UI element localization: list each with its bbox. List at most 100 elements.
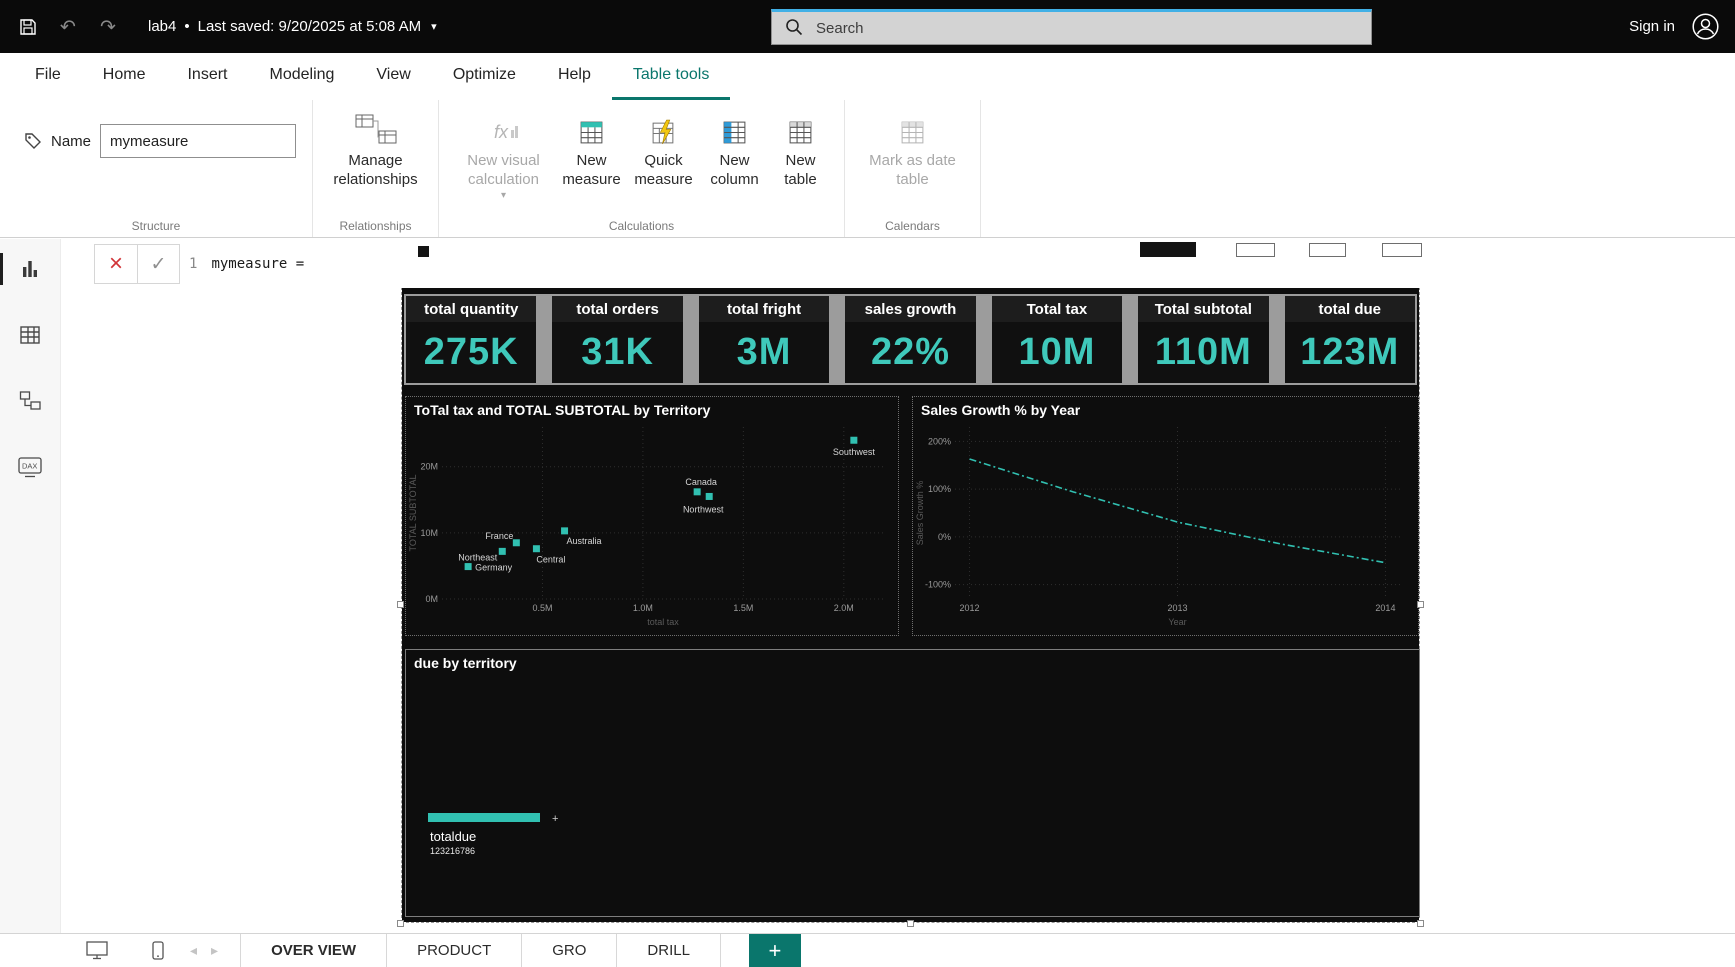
page-tab-drill[interactable]: DRILL xyxy=(616,934,721,967)
kpi-card-total-quantity[interactable]: total quantity 275K xyxy=(406,296,537,383)
kpi-card-total-due[interactable]: total due 123M xyxy=(1284,296,1415,383)
x-tick-label: 2012 xyxy=(960,603,980,613)
resize-handle[interactable] xyxy=(397,920,404,927)
new-table-button[interactable]: New table xyxy=(772,100,830,237)
sidebar-item-dax-query-view[interactable]: DAX xyxy=(0,449,60,485)
x-tick-label: 2.0M xyxy=(834,603,854,613)
new-measure-icon xyxy=(578,110,605,146)
report-canvas[interactable]: total quantity 275K total orders 31K tot… xyxy=(61,288,1735,933)
resize-handle[interactable] xyxy=(1417,601,1424,608)
desktop-layout-button[interactable] xyxy=(86,934,108,967)
resize-handle[interactable] xyxy=(907,920,914,927)
save-button[interactable] xyxy=(16,15,40,39)
y-tick-label: 20M xyxy=(420,462,438,472)
search-box xyxy=(771,9,1372,45)
canvas-fragment-outline xyxy=(1309,243,1346,257)
ribbon-tab-optimize[interactable]: Optimize xyxy=(432,53,537,100)
document-title-menu[interactable]: lab4 • Last saved: 9/20/2025 at 5:08 AM … xyxy=(148,18,437,35)
page-tab-gro[interactable]: GRO xyxy=(521,934,616,967)
page-tab-over-view[interactable]: OVER VIEW xyxy=(240,934,386,967)
x-tick-label: 2014 xyxy=(1375,603,1395,613)
ribbon-group-calendars: Mark as date table Calendars xyxy=(845,100,981,237)
scatter-visual[interactable]: ToTal tax and TOTAL SUBTOTAL by Territor… xyxy=(405,396,899,636)
y-tick-label: 100% xyxy=(928,484,951,494)
previous-page-arrow[interactable]: ◂ xyxy=(190,942,198,958)
report-page[interactable]: total quantity 275K total orders 31K tot… xyxy=(397,288,1424,927)
commit-formula-button[interactable]: ✓ xyxy=(137,245,179,283)
page-tab-list: OVER VIEW PRODUCT GRO DRILL xyxy=(240,934,721,967)
scatter-point-label: Australia xyxy=(567,536,602,546)
line-visual[interactable]: Sales Growth % by Year 2012 2013 2014 -100%… xyxy=(912,396,1419,636)
new-measure-button[interactable]: New measure xyxy=(558,100,626,237)
sign-in-button[interactable]: Sign in xyxy=(1629,18,1675,35)
ribbon-tab-file[interactable]: File xyxy=(14,53,82,100)
y-axis-label: TOTAL SUBTOTAL xyxy=(408,474,418,551)
kpi-card-sales-growth[interactable]: sales growth 22% xyxy=(845,296,976,383)
next-page-arrow[interactable]: ▸ xyxy=(211,942,219,958)
scatter-point-label: Central xyxy=(536,555,565,565)
quick-measure-icon xyxy=(650,110,677,146)
bar-title: due by territory xyxy=(414,655,517,671)
ribbon-tab-home[interactable]: Home xyxy=(82,53,167,100)
ribbon-tab-label: Home xyxy=(102,66,146,83)
manage-relationships-button[interactable]: Manage relationships xyxy=(326,100,426,237)
bar-plot: + totaldue 123216786 xyxy=(428,813,558,856)
ribbon-tab-help[interactable]: Help xyxy=(537,53,612,100)
scatter-point-label: Southwest xyxy=(833,447,876,457)
scatter-point-northwest xyxy=(705,492,713,500)
undo-button[interactable]: ↶ xyxy=(56,15,80,39)
measure-name-input[interactable] xyxy=(100,124,297,158)
scatter-point-label: Canada xyxy=(685,477,717,487)
sidebar-item-report-view[interactable] xyxy=(0,251,60,287)
new-column-button[interactable]: New column xyxy=(702,100,768,237)
group-label-structure: Structure xyxy=(131,219,181,233)
view-sidebar: DAX xyxy=(0,239,61,967)
cancel-formula-button[interactable]: × xyxy=(108,250,123,277)
y-tick-label: 0M xyxy=(425,594,438,604)
search-input[interactable] xyxy=(771,9,1372,45)
resize-handle[interactable] xyxy=(397,601,404,608)
scatter-point-label: Northeast xyxy=(458,552,498,562)
kpi-value: 10M xyxy=(1018,331,1096,373)
formula-input[interactable]: 1 mymeasure = xyxy=(189,239,304,288)
ribbon-tab-table-tools[interactable]: Table tools xyxy=(611,53,731,100)
kpi-card-total-fright[interactable]: total fright 3M xyxy=(698,296,830,383)
redo-button[interactable]: ↷ xyxy=(96,15,120,39)
account-avatar[interactable] xyxy=(1692,13,1719,45)
ribbon-tab-label: Optimize xyxy=(452,66,516,83)
resize-handle[interactable] xyxy=(1417,920,1424,927)
kpi-card-total-tax[interactable]: Total tax 10M xyxy=(991,296,1123,383)
group-label-calculations: Calculations xyxy=(608,219,675,233)
kpi-row: total quantity 275K total orders 31K tot… xyxy=(404,294,1417,385)
kpi-card-total-orders[interactable]: total orders 31K xyxy=(552,296,683,383)
ribbon-tab-label: View xyxy=(376,66,411,83)
kpi-value: 22% xyxy=(870,331,950,373)
bar-value-label: 123216786 xyxy=(430,846,475,856)
new-visual-calculation-button[interactable]: fx New visual calculation ▾ xyxy=(454,100,554,237)
quick-measure-button[interactable]: Quick measure xyxy=(630,100,698,237)
scatter-point-label: France xyxy=(485,531,513,541)
mobile-layout-button[interactable] xyxy=(152,934,164,967)
kpi-card-total-subtotal[interactable]: Total subtotal 110M xyxy=(1138,296,1269,383)
ribbon-group-calculations: fx New visual calculation ▾ New mea xyxy=(439,100,845,237)
chevron-down-icon: ▾ xyxy=(500,189,507,201)
kpi-value: 123M xyxy=(1300,331,1400,373)
mark-as-date-table-button[interactable]: Mark as date table xyxy=(861,100,965,237)
ribbon-tab-view[interactable]: View xyxy=(355,53,431,100)
new-table-icon xyxy=(787,110,814,146)
kpi-title: total quantity xyxy=(406,296,537,322)
kpi-value: 275K xyxy=(423,331,519,373)
sidebar-item-table-view[interactable] xyxy=(0,317,60,353)
scatter-plot: 0.5M 1.0M 1.5M 2.0M 0M 10M 20M total tax TOTAL S… xyxy=(408,427,884,627)
new-page-button[interactable]: + xyxy=(748,934,801,967)
ribbon-tab-modeling[interactable]: Modeling xyxy=(248,53,355,100)
svg-text:DAX: DAX xyxy=(22,462,37,471)
ribbon-tab-insert[interactable]: Insert xyxy=(166,53,248,100)
kpi-title: total due xyxy=(1284,296,1415,322)
bar-visual[interactable]: due by territory + totaldue 123216786 xyxy=(405,649,1420,917)
ribbon-tab-label: Help xyxy=(557,66,591,83)
scatter-point-france xyxy=(512,539,520,547)
page-tab-product[interactable]: PRODUCT xyxy=(386,934,521,967)
sidebar-item-model-view[interactable] xyxy=(0,383,60,419)
canvas-fragment-square xyxy=(418,246,429,257)
